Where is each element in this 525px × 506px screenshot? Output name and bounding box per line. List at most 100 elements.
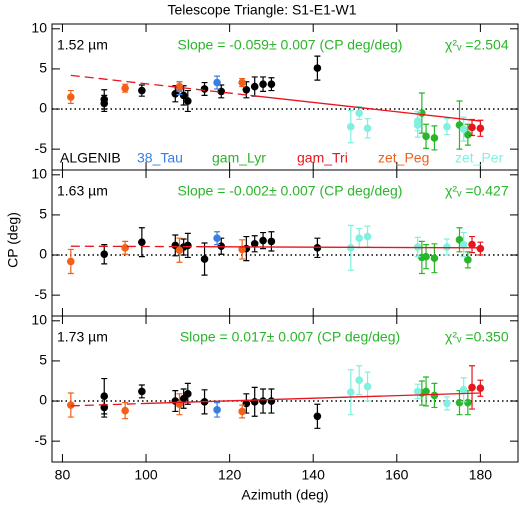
data-point xyxy=(200,255,209,263)
data-point xyxy=(67,257,75,266)
y-tick-label: 10 xyxy=(31,166,47,182)
fit-line xyxy=(250,94,481,122)
y-tick-label: -5 xyxy=(35,432,48,448)
fit-line xyxy=(70,74,251,97)
data-point xyxy=(242,85,251,94)
error-point xyxy=(179,388,188,409)
data-point xyxy=(238,78,246,87)
x-tick-label: 120 xyxy=(218,467,242,483)
data-point xyxy=(476,124,485,133)
data-point xyxy=(250,398,259,406)
error-point xyxy=(422,376,430,407)
data-point xyxy=(179,91,188,100)
error-point xyxy=(238,77,246,88)
y-tick-label: 0 xyxy=(39,392,47,408)
data-point xyxy=(267,80,276,88)
error-point xyxy=(267,388,276,414)
x-tick-label: 140 xyxy=(302,467,326,483)
data-point xyxy=(422,132,430,141)
data-point xyxy=(313,412,322,421)
data-point xyxy=(363,382,372,391)
data-point xyxy=(259,397,267,405)
error-point xyxy=(476,241,485,256)
error-point xyxy=(430,125,439,151)
data-point xyxy=(184,241,192,250)
data-point xyxy=(100,99,109,108)
error-point xyxy=(238,404,246,419)
error-point xyxy=(250,386,259,417)
data-point xyxy=(476,244,485,253)
data-point xyxy=(175,400,184,409)
slope-annotation: Slope = -0.002± 0.007 (CP deg/deg) xyxy=(178,183,403,199)
data-point xyxy=(200,85,209,93)
data-point xyxy=(213,406,221,414)
y-tick-label: -5 xyxy=(35,286,48,302)
error-point xyxy=(175,237,184,263)
error-point xyxy=(459,116,468,142)
error-point xyxy=(267,231,276,252)
error-point xyxy=(67,392,75,418)
chi2-annotation: χ²ᵥ =0.350 xyxy=(445,329,509,345)
data-point xyxy=(430,391,439,400)
y-tick-label: 0 xyxy=(39,100,47,116)
data-point xyxy=(355,109,363,117)
x-axis-label: Azimuth (deg) xyxy=(241,487,328,503)
error-point xyxy=(259,76,267,92)
data-point xyxy=(468,383,476,392)
error-point xyxy=(250,235,259,253)
error-point xyxy=(363,371,372,402)
data-point xyxy=(67,401,75,409)
data-point xyxy=(455,398,464,407)
data-point xyxy=(213,78,221,87)
data-point xyxy=(459,125,468,133)
data-point xyxy=(355,376,363,384)
chi2-annotation: χ²ᵥ =2.504 xyxy=(445,37,509,53)
error-point xyxy=(184,232,192,259)
legend-entry: ALGENIB xyxy=(60,150,121,166)
error-point xyxy=(100,397,109,418)
data-point xyxy=(476,384,485,392)
data-point xyxy=(67,93,75,101)
error-point xyxy=(347,110,355,144)
error-point xyxy=(443,238,451,256)
y-tick-label: 5 xyxy=(39,60,47,76)
data-point xyxy=(121,244,129,252)
error-point xyxy=(213,75,221,90)
data-point xyxy=(138,238,146,246)
data-point xyxy=(422,387,430,396)
error-point xyxy=(313,403,322,429)
fit-line xyxy=(70,402,147,407)
data-point xyxy=(468,123,476,132)
data-point xyxy=(347,388,355,397)
error-point xyxy=(413,383,422,400)
error-point xyxy=(175,81,184,92)
data-point xyxy=(175,82,184,91)
slope-annotation: Slope = 0.017± 0.007 (CP deg/deg) xyxy=(180,329,400,345)
legend-entry: 38_Tau xyxy=(137,150,183,166)
error-point xyxy=(455,100,464,150)
data-point xyxy=(121,406,129,415)
error-point xyxy=(250,76,259,97)
data-point xyxy=(250,240,259,248)
data-point xyxy=(468,240,476,249)
error-point xyxy=(313,55,322,81)
error-point xyxy=(355,227,363,249)
error-point xyxy=(422,244,430,270)
error-point xyxy=(121,240,129,255)
error-point xyxy=(184,382,192,405)
y-axis-label: CP (deg) xyxy=(5,212,21,268)
data-point xyxy=(238,407,246,416)
error-point xyxy=(121,83,129,93)
data-point xyxy=(430,134,439,142)
error-point xyxy=(259,388,267,414)
error-point xyxy=(355,365,363,396)
data-point xyxy=(464,398,472,407)
data-point xyxy=(459,386,468,394)
panel-frame xyxy=(51,315,519,463)
error-point xyxy=(213,402,221,418)
error-point xyxy=(464,251,472,269)
data-point xyxy=(138,387,146,396)
legend-entry: gam_Tri xyxy=(297,150,348,166)
error-point xyxy=(443,118,451,136)
y-tick-label: 5 xyxy=(39,352,47,368)
